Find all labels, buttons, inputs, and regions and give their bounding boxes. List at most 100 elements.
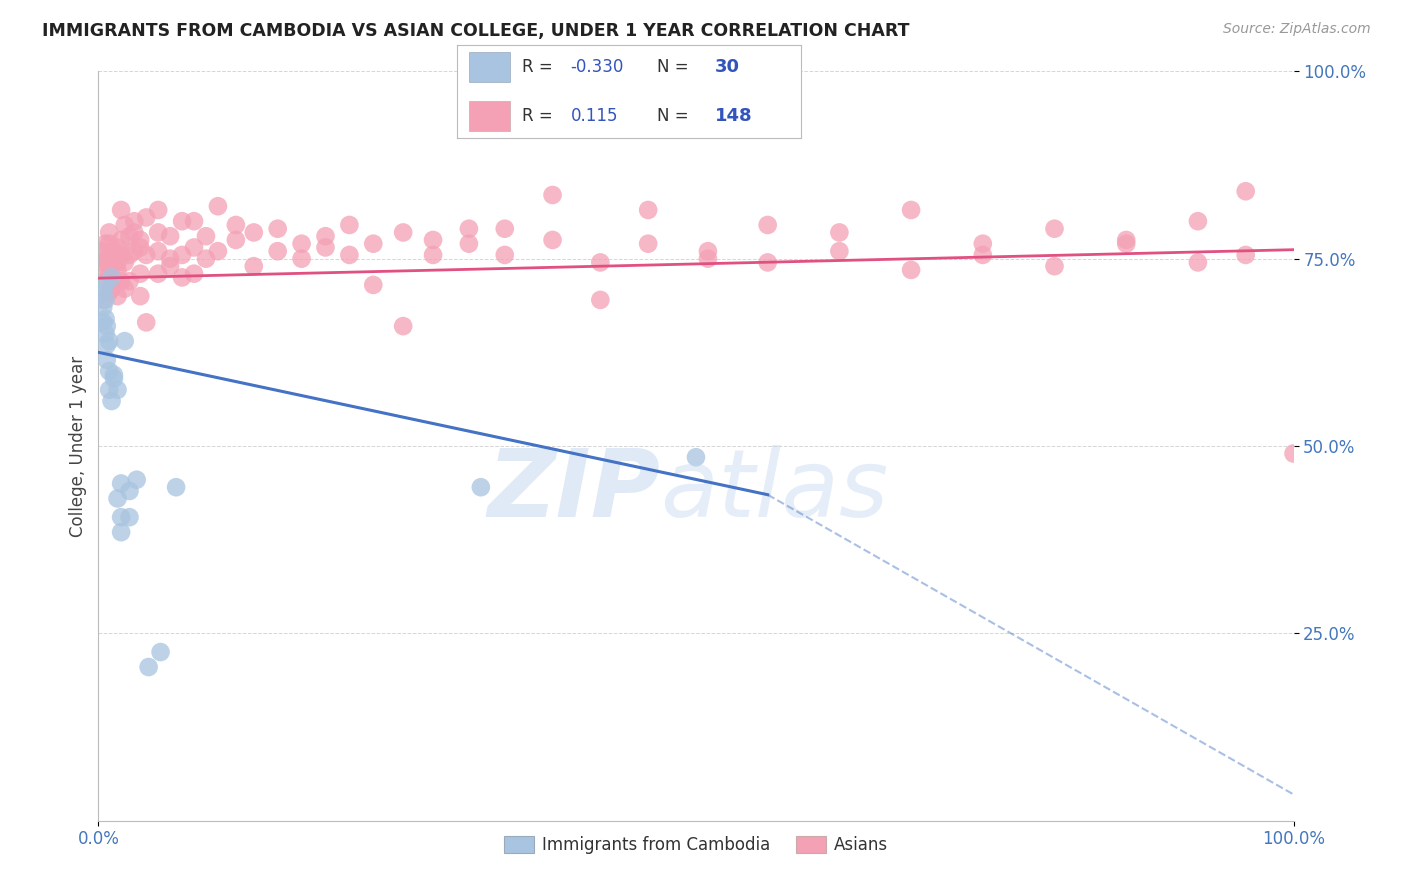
Point: [110, 202, 132, 217]
Text: N =: N =: [657, 58, 693, 76]
Point: [972, 248, 994, 262]
Point: [118, 510, 141, 524]
Point: [267, 244, 290, 259]
Point: [243, 259, 266, 273]
Point: [363, 277, 385, 292]
Text: 0.115: 0.115: [571, 107, 619, 125]
Point: [110, 274, 132, 288]
Point: [124, 214, 146, 228]
Point: [972, 236, 994, 251]
Point: [756, 218, 779, 232]
Point: [129, 267, 152, 281]
Point: [107, 491, 129, 506]
Point: [100, 255, 122, 269]
Point: [458, 236, 481, 251]
Point: [494, 221, 516, 235]
Point: [107, 263, 129, 277]
Point: [94, 252, 117, 266]
Point: [756, 255, 779, 269]
Text: 148: 148: [716, 107, 754, 125]
Point: [98, 226, 121, 240]
Point: [107, 383, 129, 397]
Point: [96, 319, 118, 334]
Point: [1043, 259, 1066, 273]
Point: [243, 226, 266, 240]
Point: [589, 255, 612, 269]
Point: [98, 334, 121, 348]
Point: [422, 233, 444, 247]
Point: [96, 338, 118, 352]
Point: [291, 252, 314, 266]
Point: [135, 315, 157, 329]
Point: [363, 236, 385, 251]
Point: [148, 244, 170, 259]
Point: [100, 259, 122, 273]
Point: [110, 248, 132, 262]
Point: [94, 274, 117, 288]
Point: [91, 293, 114, 307]
FancyBboxPatch shape: [470, 52, 510, 82]
Point: [315, 229, 337, 244]
Point: [118, 248, 141, 262]
Point: [149, 645, 172, 659]
Point: [900, 263, 922, 277]
Point: [107, 289, 129, 303]
Point: [1187, 255, 1209, 269]
Point: [98, 236, 121, 251]
Point: [91, 263, 114, 277]
Point: [828, 226, 851, 240]
Point: [159, 252, 181, 266]
Point: [172, 214, 194, 228]
Point: [129, 289, 152, 303]
Text: IMMIGRANTS FROM CAMBODIA VS ASIAN COLLEGE, UNDER 1 YEAR CORRELATION CHART: IMMIGRANTS FROM CAMBODIA VS ASIAN COLLEG…: [42, 22, 910, 40]
Point: [91, 255, 114, 269]
Point: [541, 188, 564, 202]
Point: [470, 480, 492, 494]
Point: [172, 248, 194, 262]
Point: [828, 244, 851, 259]
Point: [91, 244, 114, 259]
Point: [100, 270, 122, 285]
Point: [118, 229, 141, 244]
Point: [103, 274, 125, 288]
Point: [637, 202, 659, 217]
Point: [91, 285, 114, 300]
Point: [94, 311, 117, 326]
Point: [458, 221, 481, 235]
Point: [110, 510, 132, 524]
Point: [124, 226, 146, 240]
Text: N =: N =: [657, 107, 693, 125]
Point: [103, 252, 125, 266]
Point: [1234, 184, 1257, 198]
Point: [103, 371, 125, 385]
Point: [98, 285, 121, 300]
Point: [98, 383, 121, 397]
Point: [148, 267, 170, 281]
Point: [94, 326, 117, 341]
Point: [183, 214, 205, 228]
Point: [541, 233, 564, 247]
Point: [225, 218, 247, 232]
Point: [110, 233, 132, 247]
Y-axis label: College, Under 1 year: College, Under 1 year: [69, 355, 87, 537]
Point: [267, 221, 290, 235]
Point: [94, 277, 117, 292]
Point: [392, 319, 415, 334]
FancyBboxPatch shape: [470, 101, 510, 131]
Point: [135, 248, 157, 262]
Text: R =: R =: [523, 58, 558, 76]
Legend: Immigrants from Cambodia, Asians: Immigrants from Cambodia, Asians: [498, 830, 894, 861]
Point: [129, 240, 152, 254]
Point: [589, 293, 612, 307]
Point: [91, 301, 114, 315]
Point: [125, 473, 148, 487]
Point: [159, 259, 181, 273]
Point: [195, 229, 218, 244]
Point: [697, 244, 720, 259]
Point: [148, 202, 170, 217]
Point: [96, 352, 118, 367]
Point: [138, 660, 160, 674]
Point: [1043, 221, 1066, 235]
Point: [114, 255, 136, 269]
Text: Source: ZipAtlas.com: Source: ZipAtlas.com: [1223, 22, 1371, 37]
